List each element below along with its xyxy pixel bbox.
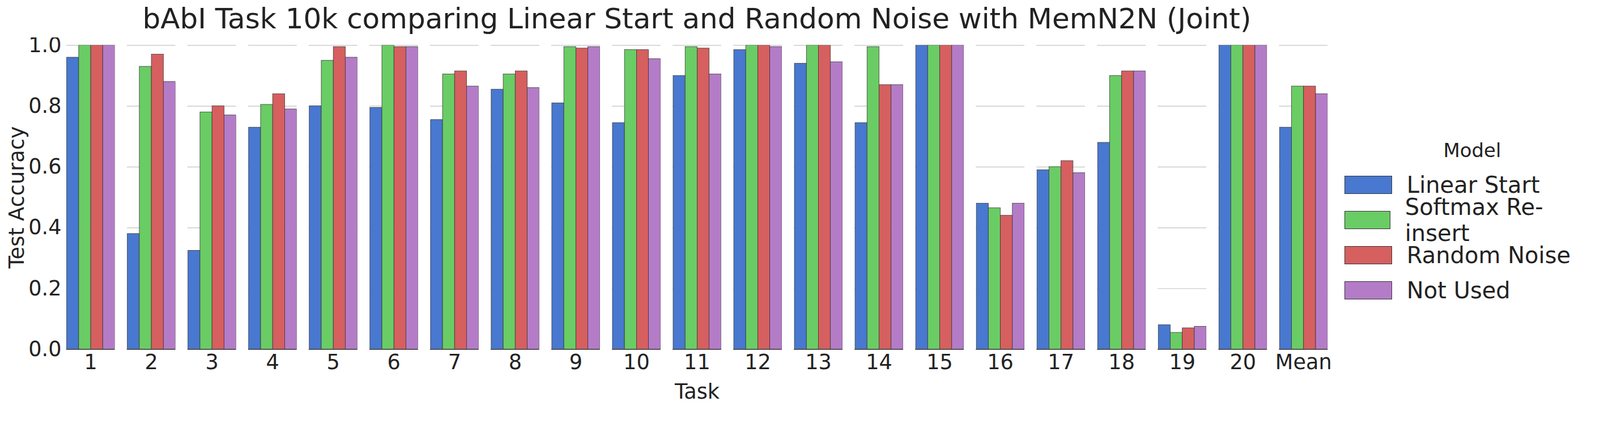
svg-text:Task: Task [674, 379, 721, 404]
svg-text:0.4: 0.4 [28, 214, 62, 240]
svg-text:16: 16 [986, 349, 1014, 374]
svg-text:13: 13 [805, 349, 832, 374]
html-text:Softmax Re-insert: Softmax Re-insert [1404, 193, 1544, 246]
svg-text:0.0: 0.0 [28, 336, 62, 361]
svg-text:1: 1 [83, 349, 97, 374]
html-text:Linear Start: Linear Start [1406, 171, 1540, 198]
svg-text:0.8: 0.8 [28, 93, 62, 118]
svg-text:7: 7 [448, 349, 462, 374]
svg-text:5: 5 [326, 349, 340, 374]
svg-text:0.2: 0.2 [28, 275, 62, 301]
html-text:Model: Model [1443, 138, 1502, 162]
svg-text:11: 11 [683, 349, 711, 374]
svg-text:18: 18 [1108, 349, 1135, 374]
svg-text:2: 2 [144, 349, 158, 374]
svg-text:Mean: Mean [1275, 349, 1333, 374]
svg-text:17: 17 [1047, 349, 1075, 374]
svg-text:15: 15 [926, 349, 953, 374]
svg-text:12: 12 [744, 349, 772, 374]
svg-text:10: 10 [623, 349, 650, 374]
svg-text:14: 14 [865, 349, 893, 374]
html-text:Random Noise: Random Noise [1406, 241, 1571, 268]
svg-text:6: 6 [387, 349, 401, 374]
html-text:Not Used: Not Used [1406, 276, 1511, 304]
svg-text:0.6: 0.6 [28, 154, 62, 179]
svg-text:19: 19 [1168, 349, 1196, 374]
svg-text:9: 9 [569, 349, 583, 374]
svg-text:20: 20 [1229, 349, 1257, 374]
svg-text:Test Accuracy: Test Accuracy [4, 126, 29, 270]
svg-text:4: 4 [266, 349, 280, 374]
svg-text:1.0: 1.0 [28, 37, 62, 58]
html-text:bAbI Task 10k comparing Linear: bAbI Task 10k comparing Linear Start and… [142, 2, 1252, 36]
svg-text:3: 3 [205, 349, 219, 374]
svg-text:8: 8 [508, 349, 522, 374]
